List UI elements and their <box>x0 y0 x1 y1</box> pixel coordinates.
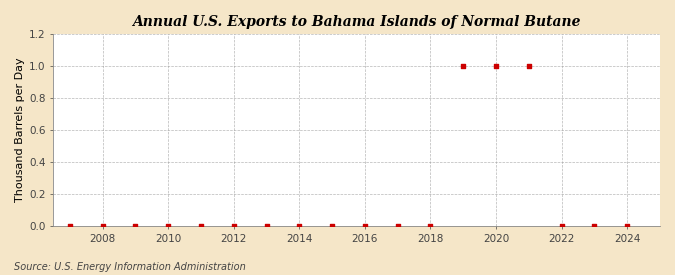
Point <box>491 64 502 68</box>
Point <box>360 224 371 228</box>
Point <box>392 224 403 228</box>
Point <box>32 224 43 228</box>
Title: Annual U.S. Exports to Bahama Islands of Normal Butane: Annual U.S. Exports to Bahama Islands of… <box>132 15 581 29</box>
Y-axis label: Thousand Barrels per Day: Thousand Barrels per Day <box>15 58 25 202</box>
Point <box>64 224 75 228</box>
Point <box>294 224 304 228</box>
Point <box>589 224 600 228</box>
Point <box>163 224 173 228</box>
Point <box>425 224 436 228</box>
Point <box>622 224 632 228</box>
Point <box>196 224 207 228</box>
Point <box>261 224 272 228</box>
Point <box>523 64 534 68</box>
Text: Source: U.S. Energy Information Administration: Source: U.S. Energy Information Administ… <box>14 262 245 272</box>
Point <box>327 224 338 228</box>
Point <box>556 224 567 228</box>
Point <box>97 224 108 228</box>
Point <box>458 64 468 68</box>
Point <box>228 224 239 228</box>
Point <box>130 224 141 228</box>
